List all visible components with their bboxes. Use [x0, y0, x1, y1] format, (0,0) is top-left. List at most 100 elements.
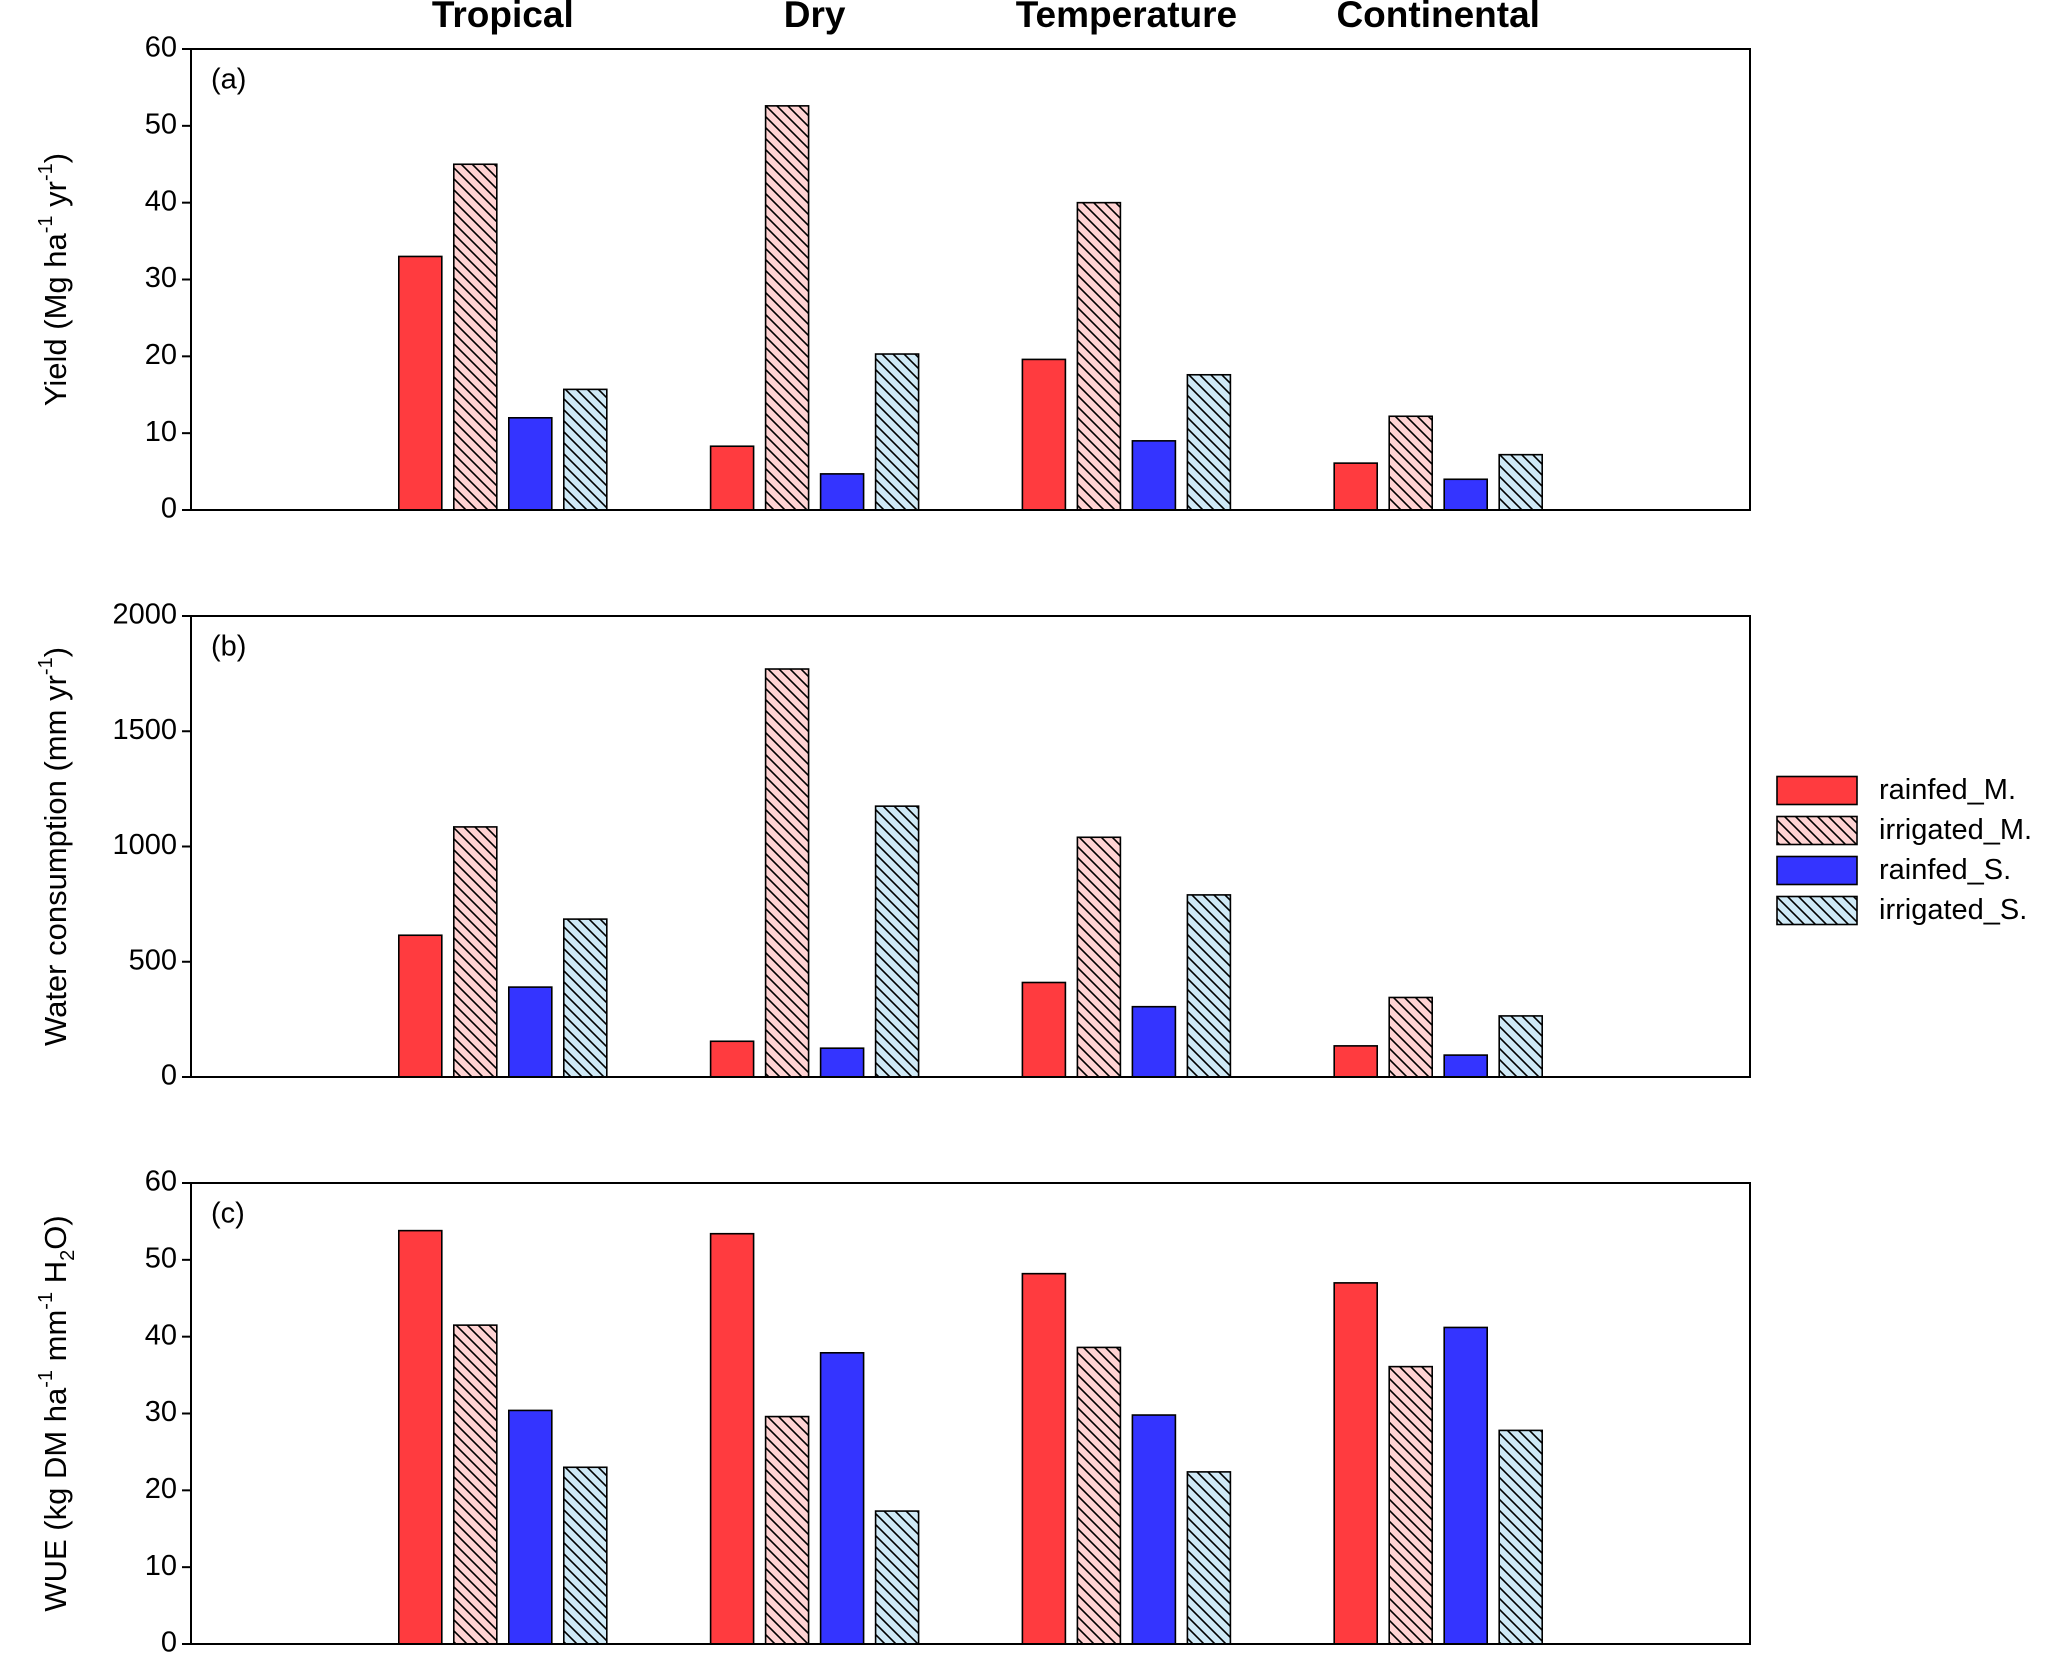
legend-label: rainfed_M. [1879, 774, 2016, 806]
bar [1388, 415, 1433, 511]
bar [562, 918, 608, 1078]
y-tick-label: 10 [145, 416, 177, 448]
category-label: Dry [784, 0, 846, 35]
superscript: -1 [35, 215, 57, 233]
y-tick-label: 20 [145, 339, 177, 371]
bar [764, 105, 810, 511]
bar [1186, 373, 1232, 511]
bar [562, 388, 608, 511]
y-axis-label-part: H [38, 1261, 73, 1292]
bar [1388, 996, 1433, 1078]
bar [1131, 1005, 1177, 1078]
bar [874, 805, 920, 1078]
legend-label: rainfed_S. [1879, 854, 2011, 886]
bar [507, 1409, 553, 1645]
y-tick-label: 50 [145, 108, 177, 140]
y-tick-label: 40 [145, 185, 177, 217]
bar [1333, 462, 1378, 511]
bar [1021, 981, 1067, 1078]
y-axis-label-part: ) [38, 647, 73, 657]
bar [1076, 201, 1122, 511]
y-tick-label: 0 [161, 1060, 177, 1092]
bar [1076, 1346, 1122, 1645]
legend-swatch [1776, 855, 1858, 886]
bar [1498, 1015, 1543, 1078]
bar [1498, 453, 1543, 511]
y-tick-label: 30 [145, 1396, 177, 1428]
y-tick-label: 500 [129, 944, 177, 976]
y-axis-label-part: ) [38, 153, 73, 163]
bar [709, 1040, 755, 1078]
bar [1021, 358, 1067, 511]
bar [1186, 1471, 1232, 1645]
y-tick-label: 0 [161, 493, 177, 525]
y-tick-label: 40 [145, 1319, 177, 1351]
bar [1443, 478, 1488, 511]
y-axis-label-part: O) [38, 1215, 73, 1249]
superscript: -1 [35, 657, 57, 675]
bar [1333, 1045, 1378, 1078]
y-tick-label: 2000 [112, 599, 177, 631]
panel-label: (c) [211, 1198, 245, 1230]
bar [452, 826, 498, 1078]
bar [1186, 894, 1232, 1078]
bar [709, 1232, 755, 1645]
bar [1076, 836, 1122, 1078]
bar [397, 255, 443, 511]
panel-label: (a) [211, 64, 246, 96]
y-axis-label-part: mm [38, 1310, 73, 1370]
y-tick-label: 50 [145, 1242, 177, 1274]
y-axis-label-part: Yield (Mg ha [38, 232, 73, 406]
bar [819, 1047, 865, 1078]
bar [397, 934, 443, 1078]
legend-label: irrigated_M. [1879, 814, 2032, 846]
bar [874, 353, 920, 511]
y-axis-label: Water consumption (mm yr-1) [35, 647, 73, 1046]
y-tick-label: 60 [145, 32, 177, 64]
category-label: Continental [1336, 0, 1539, 35]
bar [1333, 1282, 1378, 1645]
superscript: -1 [35, 1292, 57, 1310]
legend-label: irrigated_S. [1879, 894, 2027, 926]
bar [764, 668, 810, 1078]
bar [1443, 1054, 1488, 1078]
y-axis-label: WUE (kg DM ha-1 mm-1 H2O) [35, 1215, 79, 1611]
y-tick-label: 1500 [112, 714, 177, 746]
bar [452, 1324, 498, 1645]
bar [1131, 440, 1177, 511]
bar [819, 1352, 865, 1645]
legend-swatch [1776, 815, 1858, 846]
bar [1498, 1429, 1543, 1645]
category-label: Temperature [1016, 0, 1237, 35]
bar [507, 986, 553, 1078]
y-tick-label: 1000 [112, 829, 177, 861]
bar [1021, 1272, 1067, 1645]
bar [874, 1510, 920, 1645]
y-tick-label: 20 [145, 1473, 177, 1505]
bar [562, 1466, 608, 1645]
y-axis-label-part: Water consumption (mm yr [38, 675, 73, 1046]
y-tick-label: 60 [145, 1166, 177, 1198]
bar [1443, 1326, 1488, 1645]
panel-label: (b) [211, 631, 246, 663]
bar [507, 416, 553, 511]
y-axis-label: Yield (Mg ha-1 yr-1) [35, 153, 73, 406]
bar [819, 473, 865, 511]
superscript: -1 [35, 163, 57, 181]
bar [1131, 1414, 1177, 1645]
superscript: -1 [35, 1370, 57, 1388]
bar [397, 1229, 443, 1645]
legend-swatch [1776, 775, 1858, 806]
bar [709, 445, 755, 511]
bar [764, 1415, 810, 1645]
y-axis-label-part: WUE (kg DM ha [38, 1387, 73, 1612]
y-tick-label: 10 [145, 1550, 177, 1582]
bar [1388, 1365, 1433, 1645]
y-tick-label: 30 [145, 262, 177, 294]
subscript: 2 [57, 1250, 79, 1261]
category-label: Tropical [432, 0, 574, 35]
y-tick-label: 0 [161, 1627, 177, 1654]
bar [452, 163, 498, 511]
y-axis-label-part: yr [38, 181, 73, 215]
